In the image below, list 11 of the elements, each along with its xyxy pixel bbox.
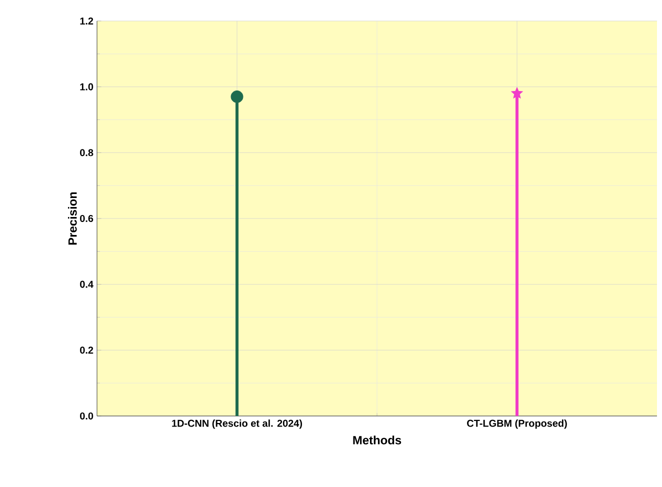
y-tick-label: 0.2 xyxy=(80,346,94,354)
x-tick-label: CT-LGBM (Proposed) xyxy=(467,420,567,429)
y-axis-title: Precision xyxy=(68,192,77,245)
y-tick-label: 1.0 xyxy=(80,83,94,90)
y-tick-label: 0.6 xyxy=(80,214,94,222)
y-tick-label: 1.2 xyxy=(80,18,94,24)
y-tick-label: 0.0 xyxy=(80,412,94,420)
x-axis-title: Methods xyxy=(353,436,402,444)
x-tick-label: 1D-CNN (Rescio et al. 2024) xyxy=(172,420,302,429)
y-tick-label: 0.8 xyxy=(80,149,94,156)
y-tick-label: 0.4 xyxy=(80,280,94,288)
